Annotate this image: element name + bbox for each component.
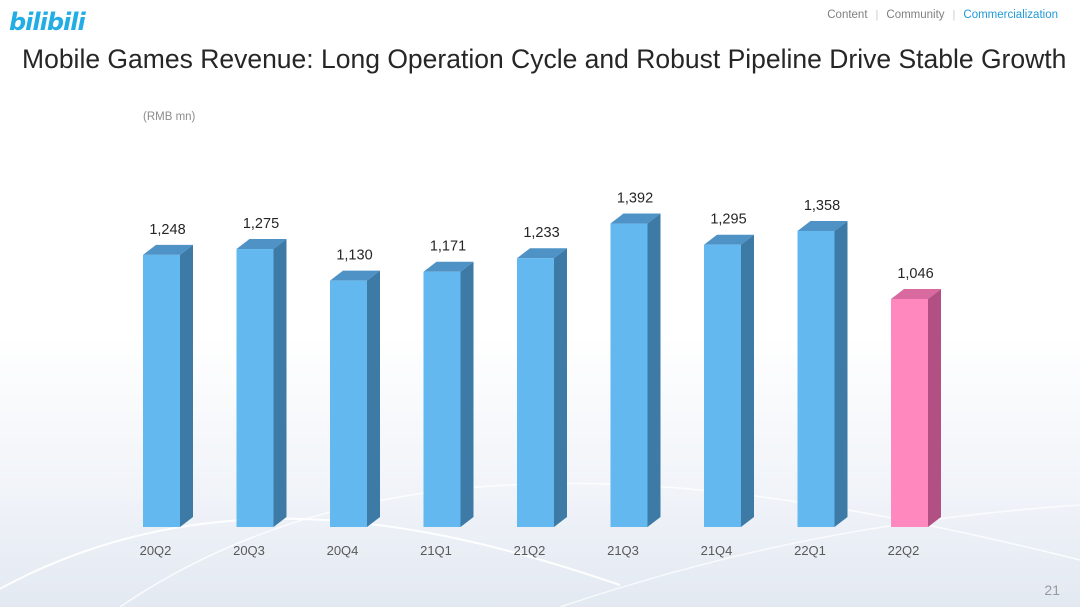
bar-top-face [423,261,474,272]
chart-unit-label: (RMB mn) [143,111,196,123]
bar-front-face [236,249,274,528]
bar-front-face [704,244,741,527]
bar-front-face [330,280,367,527]
data-label: 1,046 [897,266,933,282]
data-label: 1,130 [336,248,372,264]
data-label: 1,275 [243,216,279,232]
x-tick-label: 21Q1 [420,543,452,558]
bar-21Q3 [610,213,661,527]
bar-21Q2 [517,248,567,527]
bar-front-face [610,223,648,527]
data-label: 1,358 [804,198,840,214]
bar-20Q3 [236,239,287,528]
bar-front-face [517,258,554,527]
top-navigation: Content | Community | Commercialization [819,9,1058,21]
bar-side-face [367,270,380,527]
nav-separator: | [952,9,956,21]
bar-side-face [741,234,754,527]
bar-21Q1 [423,261,474,527]
bar-top-face [517,248,567,259]
bar-front-face [797,230,835,527]
nav-item-community[interactable]: Community [886,9,945,21]
nav-separator: | [875,9,879,21]
data-label: 1,171 [430,239,466,255]
bar-top-face [891,288,941,299]
bar-side-face [180,244,193,527]
bar-22Q1 [797,220,848,527]
bar-top-face [704,234,754,245]
x-tick-label: 22Q2 [888,543,920,558]
data-label: 1,295 [710,212,746,228]
bilibili-logo: bilibili [9,8,86,36]
bar-20Q2 [143,244,193,527]
bar-20Q4 [330,270,380,527]
page-number: 21 [1044,582,1060,598]
nav-item-commercialization[interactable]: Commercialization [963,9,1058,21]
bar-side-face [554,248,567,527]
x-tick-label: 20Q4 [327,543,359,558]
x-tick-label: 21Q4 [701,543,733,558]
bar-front-face [891,298,928,527]
x-tick-label: 21Q3 [607,543,639,558]
bar-side-face [834,220,848,527]
nav-item-content[interactable]: Content [827,9,868,21]
bar-top-face [143,244,193,255]
bar-top-face [236,239,287,250]
bar-top-face [797,220,848,231]
x-tick-label: 20Q3 [233,543,265,558]
bar-front-face [423,271,461,527]
bar-side-face [928,288,941,527]
x-tick-label: 20Q2 [140,543,172,558]
bar-side-face [460,261,474,527]
data-label: 1,392 [617,191,653,207]
data-label: 1,233 [523,225,559,241]
bar-front-face [143,254,180,527]
bar-side-face [273,239,287,528]
bar-22Q2 [891,288,941,527]
page-title: Mobile Games Revenue: Long Operation Cyc… [22,44,1067,74]
data-label: 1,248 [149,222,185,238]
bar-21Q4 [704,234,754,527]
x-tick-label: 21Q2 [514,543,546,558]
bar-side-face [647,213,661,527]
bar-top-face [610,213,661,224]
x-tick-label: 22Q1 [794,543,826,558]
bar-top-face [330,270,380,281]
